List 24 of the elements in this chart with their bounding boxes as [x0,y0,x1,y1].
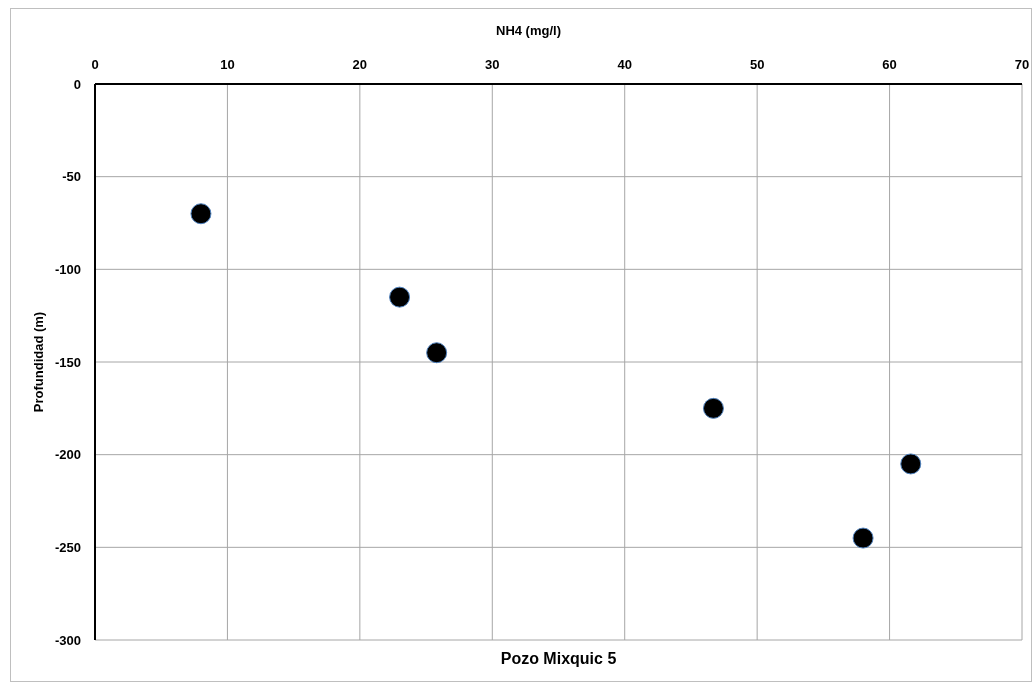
y-tick-label: -150 [54,354,81,370]
point [389,286,411,308]
text: Pozo Mixquic 5 [499,649,618,669]
point [190,203,212,225]
y-tick-label: -250 [54,539,81,555]
point [426,342,448,364]
x-tick-label: 30 [485,57,500,72]
x-tick-label: 50 [749,57,765,72]
x-tick-label: 70 [1014,57,1030,72]
x-tick-label: 20 [352,57,368,72]
y-tick-label: -200 [54,447,81,463]
point [900,453,922,475]
y-tick-label: -300 [54,632,81,648]
y-tick-label: -50 [62,169,81,185]
x-tick-label: 60 [882,57,897,72]
x-axis-title: NH4 (mg/l) [496,23,561,38]
x-tick-label: 0 [91,57,99,72]
x-tick-label: 10 [220,57,235,72]
y-tick-label: -100 [54,261,81,277]
x-tick-label: 40 [617,57,632,72]
y-axis-title: Profundidad (m) [30,311,46,413]
point [852,527,874,549]
y-tick-label: 0 [73,76,81,92]
point [702,397,724,419]
